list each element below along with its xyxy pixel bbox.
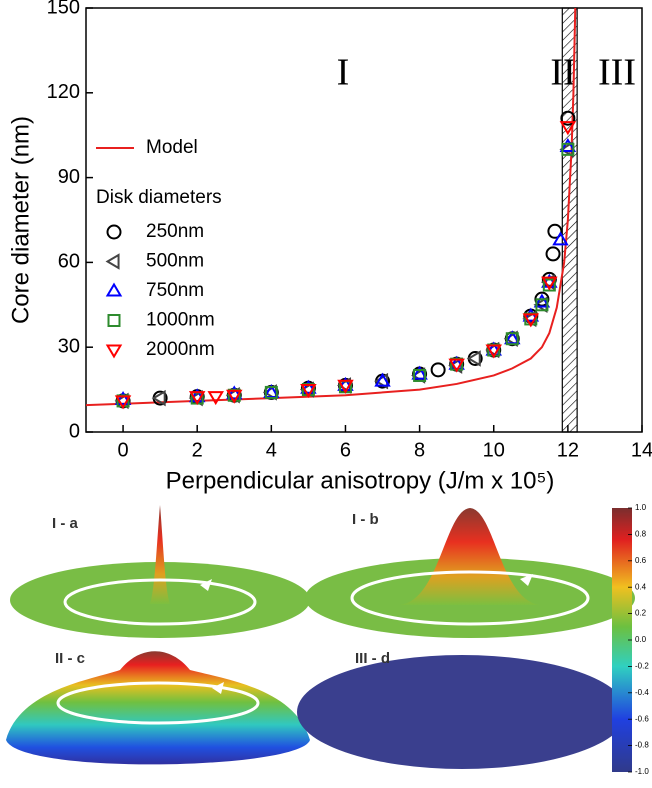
- legend-label: Model: [146, 137, 198, 158]
- x-tick-label: 0: [118, 439, 129, 461]
- region-label: III: [598, 52, 636, 94]
- colorbar-tick-label: -0.8: [635, 741, 649, 750]
- marker: [559, 121, 577, 136]
- region-label: II: [550, 52, 575, 94]
- legend-marker: [105, 253, 120, 270]
- marker: [560, 110, 576, 126]
- legend-label: 500nm: [146, 251, 204, 272]
- x-tick-label: 10: [483, 439, 505, 461]
- plot-area: [86, 8, 577, 410]
- marker: [533, 293, 551, 308]
- panel-label: III - d: [355, 650, 390, 667]
- x-axis-label: Perpendicular anisotropy (J/m x 10⁵): [166, 467, 555, 494]
- legend-marker: [106, 224, 122, 240]
- colorbar-tick-label: 0.6: [635, 556, 647, 565]
- colorbar-tick-label: -0.2: [635, 662, 649, 671]
- panel-c: [6, 651, 310, 765]
- marker: [535, 298, 549, 312]
- colorbar-tick-label: 0.4: [635, 582, 647, 591]
- x-tick-label: 12: [557, 439, 579, 461]
- y-tick-label: 150: [47, 0, 80, 18]
- model-line: [86, 8, 577, 407]
- colorbar-tick-label: -0.6: [635, 714, 649, 723]
- legend-marker: [107, 314, 121, 327]
- marker: [226, 385, 243, 400]
- x-tick-label: 14: [631, 439, 652, 461]
- marker: [188, 391, 206, 406]
- x-tick-label: 6: [340, 439, 351, 461]
- marker: [264, 385, 278, 399]
- marker: [541, 276, 558, 291]
- marker: [559, 138, 577, 153]
- colorbar-tick-label: 0.2: [635, 609, 647, 618]
- y-tick-label: 30: [58, 335, 80, 357]
- plot-frame: [85, 7, 643, 433]
- marker: [430, 362, 446, 378]
- colorbar-tick-label: -1.0: [635, 767, 649, 776]
- panel-label: I - b: [352, 511, 379, 528]
- marker: [413, 368, 427, 382]
- colorbar-tick-label: 0.8: [635, 530, 647, 539]
- marker: [448, 358, 465, 373]
- marker: [151, 389, 166, 407]
- marker: [552, 231, 569, 246]
- marker: [207, 391, 224, 406]
- y-tick-label: 0: [69, 420, 80, 442]
- colorbar-tick-label: 1.0: [635, 503, 647, 512]
- y-tick-label: 120: [47, 81, 80, 103]
- marker: [485, 344, 502, 359]
- marker: [300, 379, 317, 394]
- y-tick-label: 90: [58, 166, 80, 188]
- region-label: I: [337, 52, 350, 94]
- marker: [226, 389, 243, 404]
- marker: [505, 332, 519, 346]
- legend-label: 2000nm: [146, 339, 215, 360]
- panel-label: II - c: [55, 650, 85, 667]
- marker: [545, 246, 561, 262]
- y-axis-label: Core diameter (nm): [7, 116, 34, 324]
- panel-d: [297, 655, 627, 769]
- colorbar-tick-label: -0.4: [635, 688, 649, 697]
- colorbar: [612, 508, 632, 772]
- marker: [522, 313, 540, 328]
- y-tick-label: 60: [58, 251, 80, 273]
- marker: [300, 384, 317, 399]
- x-tick-label: 8: [414, 439, 425, 461]
- legend-label: 1000nm: [146, 310, 215, 331]
- legend-title: Disk diameters: [96, 187, 222, 208]
- marker: [466, 350, 481, 367]
- panel-label: I - a: [52, 515, 78, 532]
- marker: [337, 379, 354, 394]
- legend-label: 750nm: [146, 280, 204, 301]
- legend-marker: [105, 344, 123, 359]
- marker: [561, 142, 575, 156]
- legend-marker: [105, 282, 123, 297]
- marker: [411, 365, 428, 380]
- panel-b: [305, 508, 635, 638]
- marker: [114, 395, 132, 410]
- marker: [114, 391, 132, 406]
- marker: [547, 223, 563, 239]
- colorbar-tick-label: 0.0: [635, 635, 647, 644]
- marker: [374, 372, 391, 387]
- x-tick-label: 2: [192, 439, 203, 461]
- legend-label: 250nm: [146, 221, 204, 242]
- panel-a: [10, 505, 310, 638]
- x-tick-label: 4: [266, 439, 277, 461]
